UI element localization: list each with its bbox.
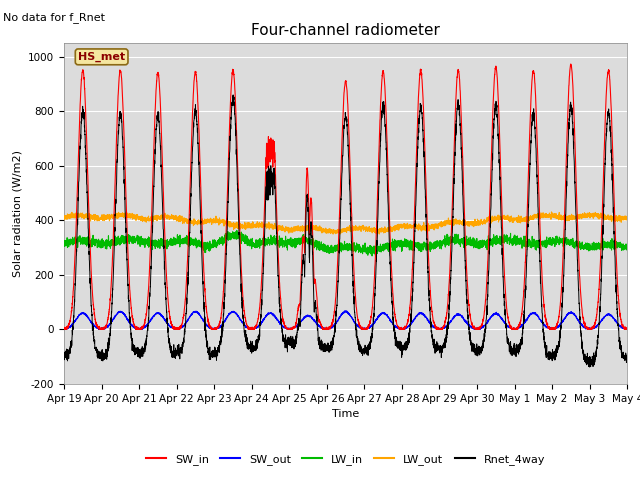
Text: HS_met: HS_met — [78, 52, 125, 62]
Text: No data for f_Rnet: No data for f_Rnet — [3, 12, 105, 23]
Legend: SW_in, SW_out, LW_in, LW_out, Rnet_4way: SW_in, SW_out, LW_in, LW_out, Rnet_4way — [142, 450, 549, 469]
Title: Four-channel radiometer: Four-channel radiometer — [251, 23, 440, 38]
Y-axis label: Solar radiation (W/m2): Solar radiation (W/m2) — [13, 150, 22, 277]
X-axis label: Time: Time — [332, 409, 359, 419]
